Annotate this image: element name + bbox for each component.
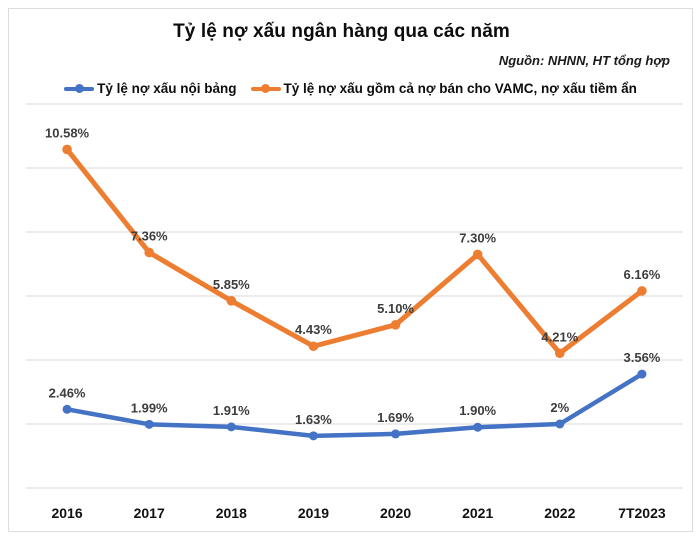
data-label: 3.56%	[624, 350, 661, 365]
legend-label-series-1: Tỷ lệ nợ xấu gồm cả nợ bán cho VAMC, nợ …	[283, 81, 637, 96]
orange-line-marker-icon	[250, 84, 281, 94]
legend-item-series-1: Tỷ lệ nợ xấu gồm cả nợ bán cho VAMC, nợ …	[250, 81, 637, 96]
data-point	[308, 431, 318, 441]
data-label: 1.99%	[131, 400, 168, 415]
data-point	[226, 422, 236, 432]
data-label: 1.69%	[377, 410, 414, 425]
data-label: 2.46%	[49, 385, 86, 400]
data-label: 2%	[550, 400, 569, 415]
data-point	[390, 320, 401, 330]
legend-label-series-0: Tỷ lệ nợ xấu nội bảng	[97, 81, 237, 96]
data-label: 4.43%	[295, 322, 332, 337]
series-line-1	[64, 146, 645, 356]
data-point	[472, 249, 483, 260]
series-line-0	[64, 371, 645, 439]
data-label: 6.16%	[624, 267, 661, 282]
x-axis-label: 2019	[298, 505, 329, 521]
data-point	[144, 247, 154, 258]
x-axis-label: 2018	[216, 505, 247, 521]
data-label: 7.36%	[131, 228, 168, 243]
data-point	[391, 429, 401, 439]
data-label: 10.58%	[45, 125, 90, 140]
x-axis-label: 2017	[134, 505, 165, 521]
data-label: 1.91%	[213, 403, 250, 418]
data-label: 5.85%	[213, 277, 250, 292]
x-axis-label: 7T2023	[618, 505, 666, 521]
chart-source-note: Nguồn: NHNN, HT tổng hợp	[498, 53, 670, 68]
chart-frame: Tỷ lệ nợ xấu ngân hàng qua các năm Nguồn…	[8, 8, 693, 532]
x-axis-label: 2016	[51, 505, 82, 521]
x-axis-label: 2020	[380, 505, 411, 521]
chart-title: Tỷ lệ nợ xấu ngân hàng qua các năm	[173, 21, 510, 42]
x-axis-label: 2022	[544, 505, 575, 521]
line-chart-plot-area: 2.46% 1.99% 1.91% 1.63% 1.69% 1.90% 2% 3.56% 10.…	[26, 103, 683, 521]
data-point	[555, 348, 565, 359]
data-point	[62, 404, 72, 414]
data-point	[473, 422, 483, 432]
x-axis-label: 2021	[462, 505, 493, 521]
data-point	[637, 369, 647, 379]
data-label: 1.90%	[459, 403, 496, 418]
data-point	[62, 144, 72, 155]
legend-item-series-0: Tỷ lệ nợ xấu nội bảng	[64, 81, 237, 96]
data-point	[226, 296, 237, 306]
data-point	[637, 286, 647, 296]
blue-line-marker-icon	[64, 84, 95, 94]
data-point	[555, 419, 565, 429]
data-label: 7.30%	[459, 230, 496, 245]
data-point	[308, 341, 319, 352]
data-point	[144, 419, 154, 429]
data-label: 1.63%	[295, 412, 332, 427]
data-label: 4.21%	[541, 329, 578, 344]
chart-legend: Tỷ lệ nợ xấu nội bảng Tỷ lệ nợ xấu gồm c…	[9, 81, 692, 96]
data-label: 5.10%	[377, 301, 414, 316]
